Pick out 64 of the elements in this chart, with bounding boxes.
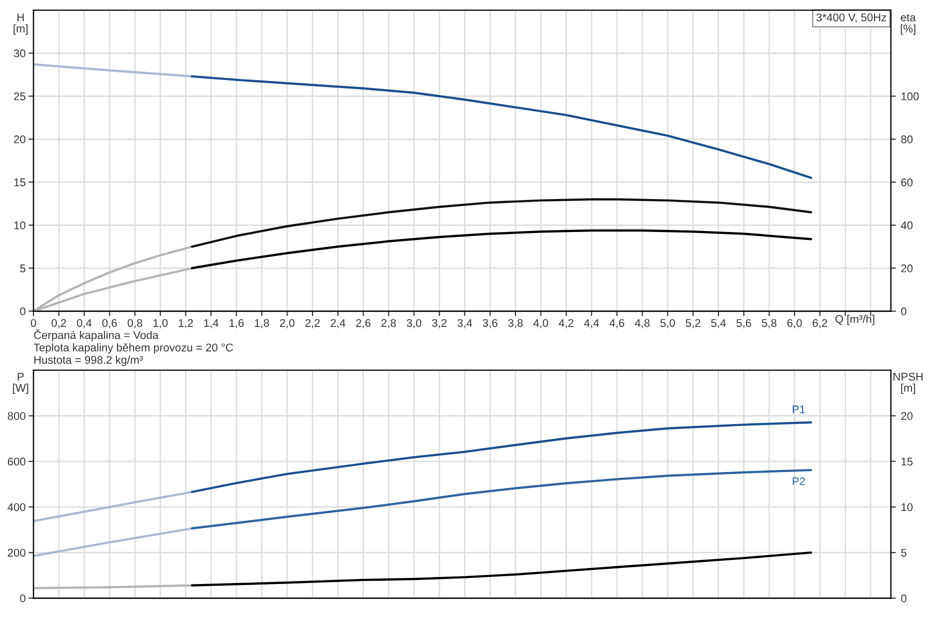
y2-tick-label: 80 — [901, 135, 913, 144]
x-tick-label: 3,0 — [406, 319, 422, 328]
text: Čerpaná kapalina = Voda Teplota kapaliny během provozu = 20 °C Hustota = 998.2 kg/m³ — [34, 329, 233, 366]
x-tick-label: 1,2 — [178, 319, 193, 328]
y-axis-title: P [W] — [13, 372, 28, 394]
y2-tick-label: 10 — [902, 503, 913, 512]
x-tick-label: 2,6 — [356, 319, 371, 328]
y-tick-label: 200 — [8, 548, 26, 557]
x-tick-label: 6,0 — [787, 319, 802, 328]
x-tick-label: 3,4 — [457, 319, 472, 328]
y2-tick-label: 40 — [900, 221, 913, 230]
series-label: P1 — [792, 406, 805, 414]
y-tick-label: 400 — [8, 503, 26, 512]
x-tick-label: 2,0 — [280, 319, 294, 328]
x-tick-label: 4,0 — [533, 319, 548, 328]
x-tick-label: 1,6 — [230, 319, 244, 328]
series-label: P2 — [792, 477, 805, 486]
x-tick-label: 1,0 — [153, 319, 168, 328]
x-tick-label: 1,8 — [254, 319, 270, 328]
y2-tick-label: 60 — [901, 178, 913, 186]
x-tick-label: 4,8 — [634, 319, 650, 328]
x-tick-label: 4,4 — [584, 319, 599, 328]
x-tick-label: 0,8 — [128, 319, 142, 328]
x-tick-label: 5,0 — [660, 319, 675, 328]
x-tick-label: 3,2 — [432, 319, 447, 328]
y2-axis-title: eta [%] — [900, 14, 916, 35]
x-tick-label: 4,6 — [609, 319, 624, 328]
x-tick-label: 4,2 — [558, 319, 574, 328]
x-tick-label: 2,4 — [330, 319, 346, 328]
y2-tick-label: 5 — [901, 548, 906, 557]
y-axis-title: H [m] — [14, 14, 28, 35]
y-tick-label: 0 — [20, 307, 26, 316]
x-tick-label: 3,6 — [482, 319, 498, 328]
x-tick-label: 2,2 — [305, 319, 320, 328]
x-tick-label: 5,6 — [736, 319, 752, 328]
y2-tick-label: 0 — [901, 307, 906, 316]
x-tick-label: 3,8 — [508, 319, 523, 328]
y2-tick-label: 0 — [901, 594, 906, 602]
x-tick-label: 1,4 — [204, 319, 218, 328]
annotation: 3*400 V, 50Hz — [816, 13, 886, 23]
x-axis-title: Q [m³/h] — [835, 314, 874, 326]
y2-tick-label: 20 — [901, 264, 913, 272]
y-tick-label: 10 — [14, 221, 26, 230]
x-tick-label: 0,4 — [76, 319, 92, 328]
x-tick-label: 0,6 — [102, 319, 117, 328]
y2-tick-label: 15 — [902, 458, 913, 466]
x-tick-label: 5,8 — [762, 319, 776, 328]
x-tick-label: 0,2 — [52, 319, 66, 328]
y-tick-label: 25 — [14, 92, 26, 100]
y2-tick-label: 20 — [901, 412, 913, 420]
x-tick-label: 0 — [30, 319, 36, 327]
y-tick-label: 30 — [14, 49, 26, 58]
y2-axis-title: NPSH [m] — [894, 372, 923, 394]
y-tick-label: 15 — [14, 178, 26, 186]
x-tick-label: 5,2 — [686, 319, 700, 328]
y-tick-label: 0 — [20, 594, 26, 602]
x-tick-label: 5,4 — [711, 319, 726, 328]
y-tick-label: 800 — [8, 412, 26, 420]
x-tick-label: 2,8 — [381, 319, 396, 328]
x-tick-label: 6,2 — [812, 319, 828, 328]
y-tick-label: 5 — [20, 264, 26, 272]
y2-tick-label: 100 — [902, 92, 919, 100]
y-tick-label: 600 — [8, 458, 26, 466]
y-tick-label: 20 — [14, 135, 26, 144]
